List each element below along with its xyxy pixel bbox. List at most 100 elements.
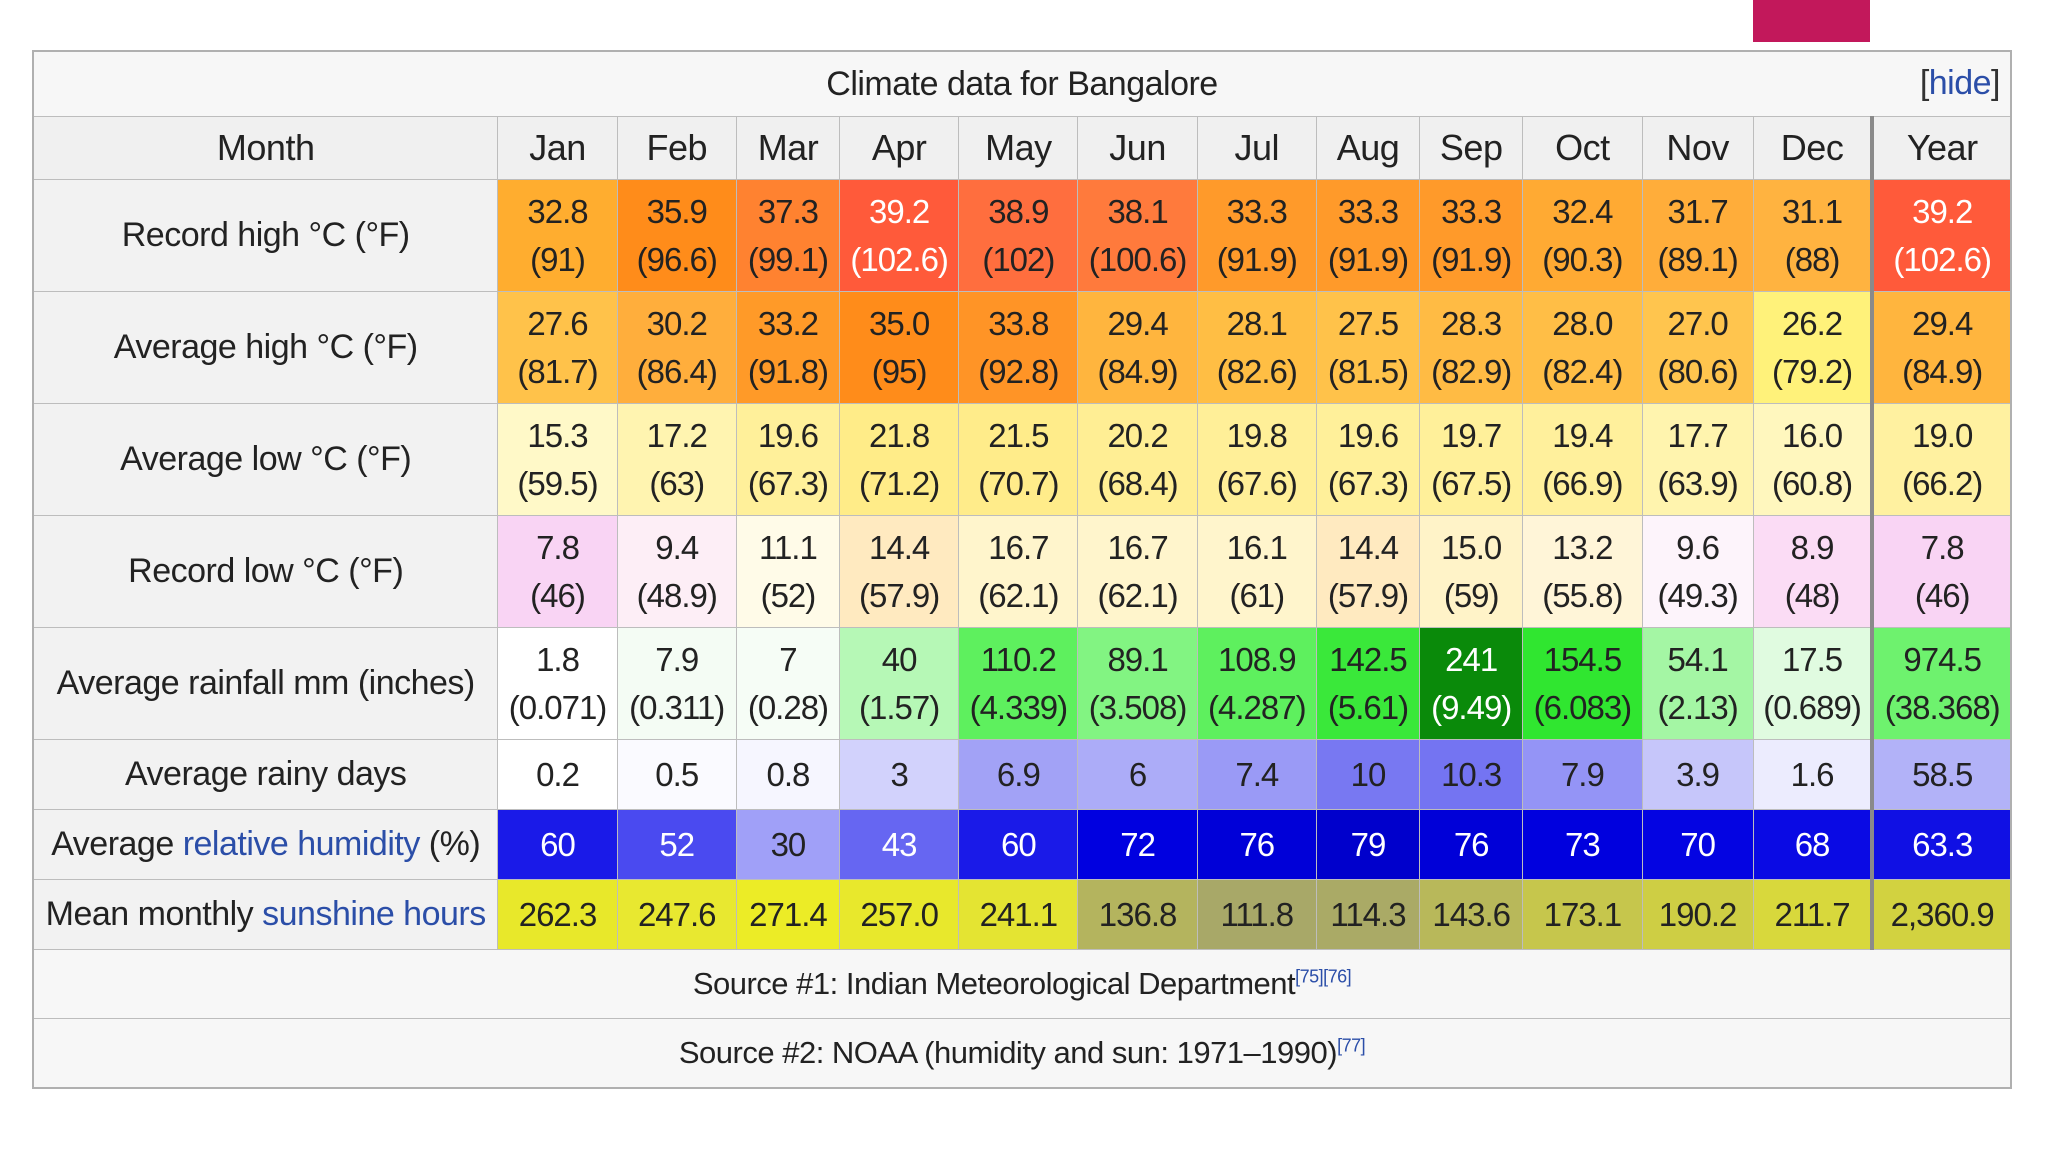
cell-value: 52: [659, 825, 695, 863]
data-row: Average relative humidity (%) 60 52 30 43 60 7…: [32, 809, 2012, 880]
source-row: Source #2: NOAA (humidity and sun: 1971–…: [32, 1018, 2012, 1089]
cell-value-fahrenheit: (48.9): [636, 576, 718, 614]
cell-value-fahrenheit: (0.689): [1763, 688, 1862, 726]
cell-value: 76: [1239, 825, 1275, 863]
cell-value-fahrenheit: (96.6): [636, 240, 718, 278]
data-cell: 33.3 (91.9): [1419, 179, 1524, 292]
year-value-cell: 19.0 (66.2): [1870, 403, 2012, 516]
cell-value-fahrenheit: (52): [760, 576, 817, 614]
year-value-cell: 2,360.9: [1870, 879, 2012, 950]
row-label-link[interactable]: relative humidity: [182, 825, 421, 863]
data-cell: 173.1: [1522, 879, 1643, 950]
cell-value: 241: [1445, 640, 1498, 678]
data-cell: 31.7 (89.1): [1641, 179, 1754, 292]
data-cell: 72: [1077, 809, 1198, 880]
hide-link[interactable]: hide: [1928, 64, 1992, 102]
cell-value: 6: [1128, 755, 1147, 793]
data-row: Record high °C (°F) 32.8 (91) 35.9 (96.6) 37.…: [32, 179, 2012, 292]
cell-value: 0.8: [766, 755, 811, 793]
source-reference-link[interactable]: [75][76]: [1295, 966, 1352, 987]
data-cell: 114.3: [1315, 879, 1421, 950]
data-cell: 26.2 (79.2): [1752, 291, 1873, 404]
data-cell: 39.2 (102.6): [839, 179, 960, 292]
data-cell: 7.8 (46): [497, 515, 618, 628]
hide-toggle[interactable]: [hide]: [1919, 64, 2001, 102]
row-label-text: Average: [51, 825, 183, 863]
cell-value: 30: [770, 825, 807, 863]
data-cell: 35.0 (95): [839, 291, 960, 404]
source-cell: Source #2: NOAA (humidity and sun: 1971–…: [32, 1018, 2012, 1089]
data-cell: 33.3 (91.9): [1315, 179, 1421, 292]
accent-tab: [1753, 0, 1870, 42]
cell-value-fahrenheit: (62.1): [978, 576, 1059, 614]
cell-value-fahrenheit: (0.071): [508, 688, 608, 726]
cell-value-fahrenheit: (88): [1784, 240, 1841, 278]
cell-value: 257.0: [860, 895, 939, 933]
data-cell: 21.5 (70.7): [958, 403, 1079, 516]
caption-cell: Climate data for Bangalore [hide]: [32, 50, 2012, 117]
data-cell: 38.1 (100.6): [1077, 179, 1198, 292]
cell-value: 7.9: [1560, 755, 1605, 793]
data-cell: 241 (9.49): [1419, 627, 1524, 740]
cell-value: 271.4: [749, 895, 828, 933]
cell-value: 142.5: [1329, 640, 1408, 678]
data-cell: 7.4: [1196, 739, 1317, 810]
cell-value: 1.8: [536, 640, 580, 678]
data-cell: 16.7 (62.1): [958, 515, 1079, 628]
data-cell: 3.9: [1641, 739, 1754, 810]
cell-value: 20.2: [1107, 416, 1168, 454]
cell-value: 29.4: [1107, 304, 1168, 342]
data-cell: 33.2 (91.8): [735, 291, 841, 404]
cell-value: 974.5: [1903, 640, 1982, 678]
cell-value: 79: [1350, 825, 1387, 863]
cell-value: 173.1: [1543, 895, 1623, 933]
cell-value: 21.8: [869, 416, 930, 454]
data-cell: 6: [1077, 739, 1198, 810]
cell-value-fahrenheit: (91.9): [1216, 240, 1298, 278]
cell-value-fahrenheit: (82.9): [1431, 352, 1512, 390]
cell-value: 40: [881, 640, 918, 678]
cell-value-fahrenheit: (82.4): [1542, 352, 1623, 390]
cell-value: 7.8: [1920, 528, 1965, 566]
data-cell: 10.3: [1419, 739, 1524, 810]
month-header-mar: Mar: [735, 116, 841, 180]
cell-value-fahrenheit: (57.9): [1327, 576, 1409, 614]
cell-value-fahrenheit: (66.9): [1542, 464, 1623, 502]
data-cell: 14.4 (57.9): [839, 515, 960, 628]
data-cell: 111.8: [1196, 879, 1317, 950]
cell-value: 16.0: [1781, 416, 1843, 454]
data-cell: 19.6 (67.3): [735, 403, 841, 516]
row-label-link[interactable]: sunshine hours: [262, 895, 486, 933]
data-cell: 247.6: [616, 879, 737, 950]
cell-value-fahrenheit: (67.5): [1431, 464, 1512, 502]
cell-value-fahrenheit: (0.311): [629, 688, 725, 726]
cell-value: 16.1: [1226, 528, 1288, 566]
cell-value-fahrenheit: (79.2): [1771, 352, 1853, 390]
data-row: Average high °C (°F) 27.6 (81.7) 30.2 (86.4)…: [32, 291, 2012, 404]
cell-value: 72: [1120, 825, 1156, 863]
data-cell: 0.2: [497, 739, 618, 810]
data-cell: 33.3 (91.9): [1196, 179, 1317, 292]
cell-value: 54.1: [1667, 640, 1728, 678]
data-cell: 30.2 (86.4): [616, 291, 737, 404]
cell-value-fahrenheit: (63.9): [1657, 464, 1738, 502]
year-value-cell: 974.5 (38.368): [1870, 627, 2012, 740]
cell-value: 14.4: [1337, 528, 1399, 566]
month-header: Month: [32, 116, 499, 180]
cell-value: 15.0: [1441, 528, 1502, 566]
data-cell: 10: [1315, 739, 1421, 810]
cell-value: 63.3: [1912, 825, 1973, 863]
data-cell: 154.5 (6.083): [1522, 627, 1643, 740]
cell-value-fahrenheit: (89.1): [1657, 240, 1738, 278]
source-reference-link[interactable]: [77]: [1337, 1035, 1366, 1056]
cell-value-fahrenheit: (84.9): [1097, 352, 1178, 390]
data-cell: 17.5 (0.689): [1752, 627, 1873, 740]
data-cell: 1.6: [1752, 739, 1873, 810]
data-cell: 19.4 (66.9): [1522, 403, 1643, 516]
data-cell: 1.8 (0.071): [497, 627, 618, 740]
data-cell: 110.2 (4.339): [958, 627, 1079, 740]
row-label-text: Record low °C (°F): [128, 552, 404, 590]
month-header-jun: Jun: [1077, 116, 1198, 180]
data-cell: 32.4 (90.3): [1522, 179, 1643, 292]
cell-value: 262.3: [518, 895, 598, 933]
